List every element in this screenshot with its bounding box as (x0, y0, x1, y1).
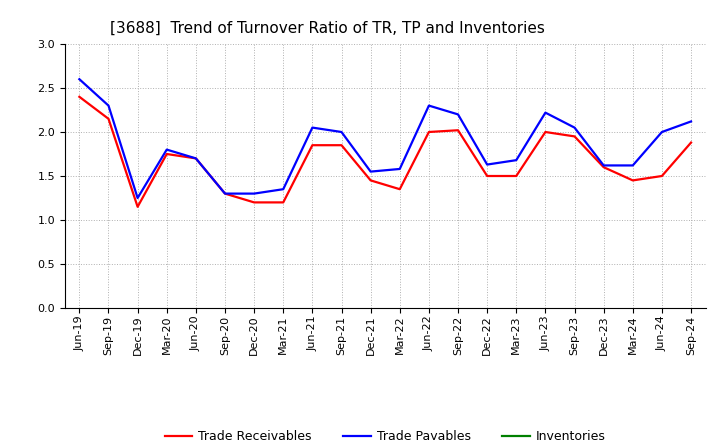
Trade Receivables (395, 187, 404, 192)
Trade Payables (454, 112, 462, 117)
Line: Trade Receivables: Trade Receivables (79, 97, 691, 207)
Trade Payables (512, 158, 521, 163)
Trade Payables (337, 129, 346, 135)
Trade Payables (250, 191, 258, 196)
Trade Payables (308, 125, 317, 130)
Trade Receivables (192, 156, 200, 161)
Trade Receivables (483, 173, 492, 179)
Text: [3688]  Trend of Turnover Ratio of TR, TP and Inventories: [3688] Trend of Turnover Ratio of TR, TP… (109, 21, 544, 36)
Trade Receivables (133, 204, 142, 209)
Trade Payables (483, 162, 492, 167)
Trade Receivables (454, 128, 462, 133)
Trade Receivables (104, 116, 113, 121)
Trade Receivables (512, 173, 521, 179)
Trade Payables (541, 110, 550, 115)
Trade Payables (425, 103, 433, 108)
Trade Receivables (220, 191, 229, 196)
Trade Receivables (425, 129, 433, 135)
Trade Payables (657, 129, 666, 135)
Trade Receivables (75, 94, 84, 99)
Trade Receivables (308, 143, 317, 148)
Trade Receivables (657, 173, 666, 179)
Trade Receivables (163, 151, 171, 157)
Trade Receivables (279, 200, 287, 205)
Trade Receivables (570, 134, 579, 139)
Trade Payables (570, 125, 579, 130)
Trade Receivables (250, 200, 258, 205)
Trade Receivables (366, 178, 375, 183)
Trade Payables (163, 147, 171, 152)
Line: Trade Payables: Trade Payables (79, 79, 691, 198)
Legend: Trade Receivables, Trade Payables, Inventories: Trade Receivables, Trade Payables, Inven… (160, 425, 611, 440)
Trade Receivables (541, 129, 550, 135)
Trade Payables (599, 163, 608, 168)
Trade Payables (75, 77, 84, 82)
Trade Payables (192, 156, 200, 161)
Trade Receivables (337, 143, 346, 148)
Trade Receivables (687, 140, 696, 145)
Trade Payables (366, 169, 375, 174)
Trade Payables (220, 191, 229, 196)
Trade Payables (279, 187, 287, 192)
Trade Payables (395, 166, 404, 172)
Trade Payables (133, 195, 142, 201)
Trade Receivables (629, 178, 637, 183)
Trade Payables (687, 119, 696, 124)
Trade Payables (629, 163, 637, 168)
Trade Receivables (599, 165, 608, 170)
Trade Payables (104, 103, 113, 108)
